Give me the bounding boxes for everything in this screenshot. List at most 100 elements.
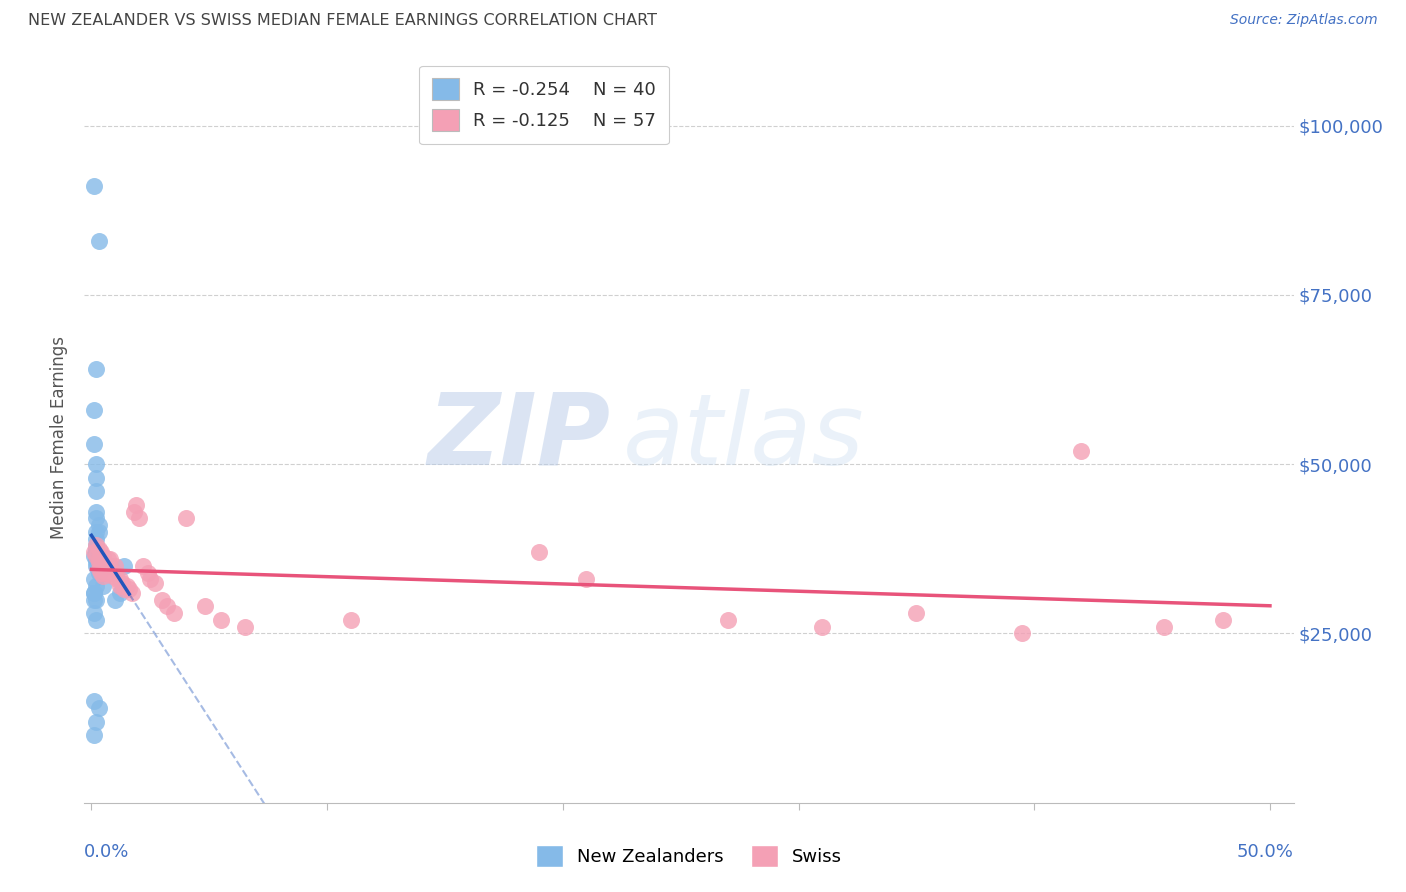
Point <box>98 552 121 566</box>
Point <box>83 728 105 742</box>
Point <box>87 524 110 539</box>
Point <box>84 549 107 563</box>
Point <box>84 714 107 729</box>
Point <box>1153 620 1175 634</box>
Text: atlas: atlas <box>623 389 865 485</box>
Point <box>575 572 598 586</box>
Point <box>87 541 110 556</box>
Point <box>87 562 110 576</box>
Text: NEW ZEALANDER VS SWISS MEDIAN FEMALE EARNINGS CORRELATION CHART: NEW ZEALANDER VS SWISS MEDIAN FEMALE EAR… <box>28 13 657 29</box>
Point <box>811 620 834 634</box>
Point <box>98 558 121 573</box>
Point <box>233 620 256 634</box>
Point <box>108 572 131 586</box>
Point <box>83 545 105 559</box>
Text: 50.0%: 50.0% <box>1237 843 1294 861</box>
Point <box>150 592 173 607</box>
Point <box>83 437 105 451</box>
Point <box>1070 443 1092 458</box>
Point <box>94 558 117 573</box>
Point <box>83 179 105 194</box>
Point <box>98 558 121 573</box>
Text: 0.0%: 0.0% <box>84 843 129 861</box>
Point <box>84 532 107 546</box>
Point <box>84 524 107 539</box>
Point <box>163 606 186 620</box>
Point <box>156 599 179 614</box>
Point <box>84 552 107 566</box>
Point <box>84 579 107 593</box>
Point <box>87 566 110 580</box>
Point <box>128 511 150 525</box>
Point <box>84 558 107 573</box>
Point <box>104 592 127 607</box>
Point <box>87 552 110 566</box>
Point <box>83 403 105 417</box>
Point <box>905 606 928 620</box>
Point <box>84 484 107 499</box>
Point <box>83 606 105 620</box>
Point <box>83 572 105 586</box>
Point <box>112 558 135 573</box>
Point <box>84 505 107 519</box>
Point <box>91 549 114 563</box>
Point <box>94 566 117 580</box>
Point <box>105 572 128 586</box>
Point <box>529 545 551 559</box>
Point <box>84 538 107 552</box>
Point <box>139 572 162 586</box>
Point <box>111 575 134 590</box>
Point <box>84 538 107 552</box>
Point <box>84 555 107 569</box>
Point <box>83 586 105 600</box>
Point <box>112 582 135 597</box>
Point <box>87 518 110 533</box>
Point <box>91 562 114 576</box>
Point <box>121 586 143 600</box>
Text: Source: ZipAtlas.com: Source: ZipAtlas.com <box>1230 13 1378 28</box>
Point <box>108 586 131 600</box>
Point <box>143 575 166 590</box>
Point <box>90 552 112 566</box>
Point <box>91 579 114 593</box>
Point <box>84 457 107 471</box>
Point <box>209 613 232 627</box>
Point <box>83 586 105 600</box>
Point <box>84 511 107 525</box>
Point <box>132 558 155 573</box>
Point <box>84 545 107 559</box>
Point <box>90 558 112 573</box>
Point <box>1212 613 1234 627</box>
Point <box>83 592 105 607</box>
Point <box>1011 626 1033 640</box>
Point <box>115 579 138 593</box>
Point <box>84 613 107 627</box>
Point <box>87 701 110 715</box>
Point <box>83 549 105 563</box>
Point <box>90 545 112 559</box>
Point <box>108 579 131 593</box>
Point <box>339 613 361 627</box>
Point <box>84 592 107 607</box>
Point <box>125 498 148 512</box>
Point <box>136 566 159 580</box>
Y-axis label: Median Female Earnings: Median Female Earnings <box>51 335 69 539</box>
Point <box>91 569 114 583</box>
Point <box>101 569 124 583</box>
Legend: New Zealanders, Swiss: New Zealanders, Swiss <box>529 838 849 874</box>
Point <box>97 566 120 580</box>
Point <box>98 566 121 580</box>
Point <box>97 552 120 566</box>
Point <box>90 566 112 580</box>
Point <box>118 582 141 597</box>
Point <box>193 599 215 614</box>
Point <box>83 694 105 708</box>
Point <box>717 613 740 627</box>
Point <box>84 471 107 485</box>
Point <box>84 541 107 556</box>
Point <box>104 558 127 573</box>
Text: ZIP: ZIP <box>427 389 610 485</box>
Point <box>122 505 145 519</box>
Point <box>91 555 114 569</box>
Point <box>87 234 110 248</box>
